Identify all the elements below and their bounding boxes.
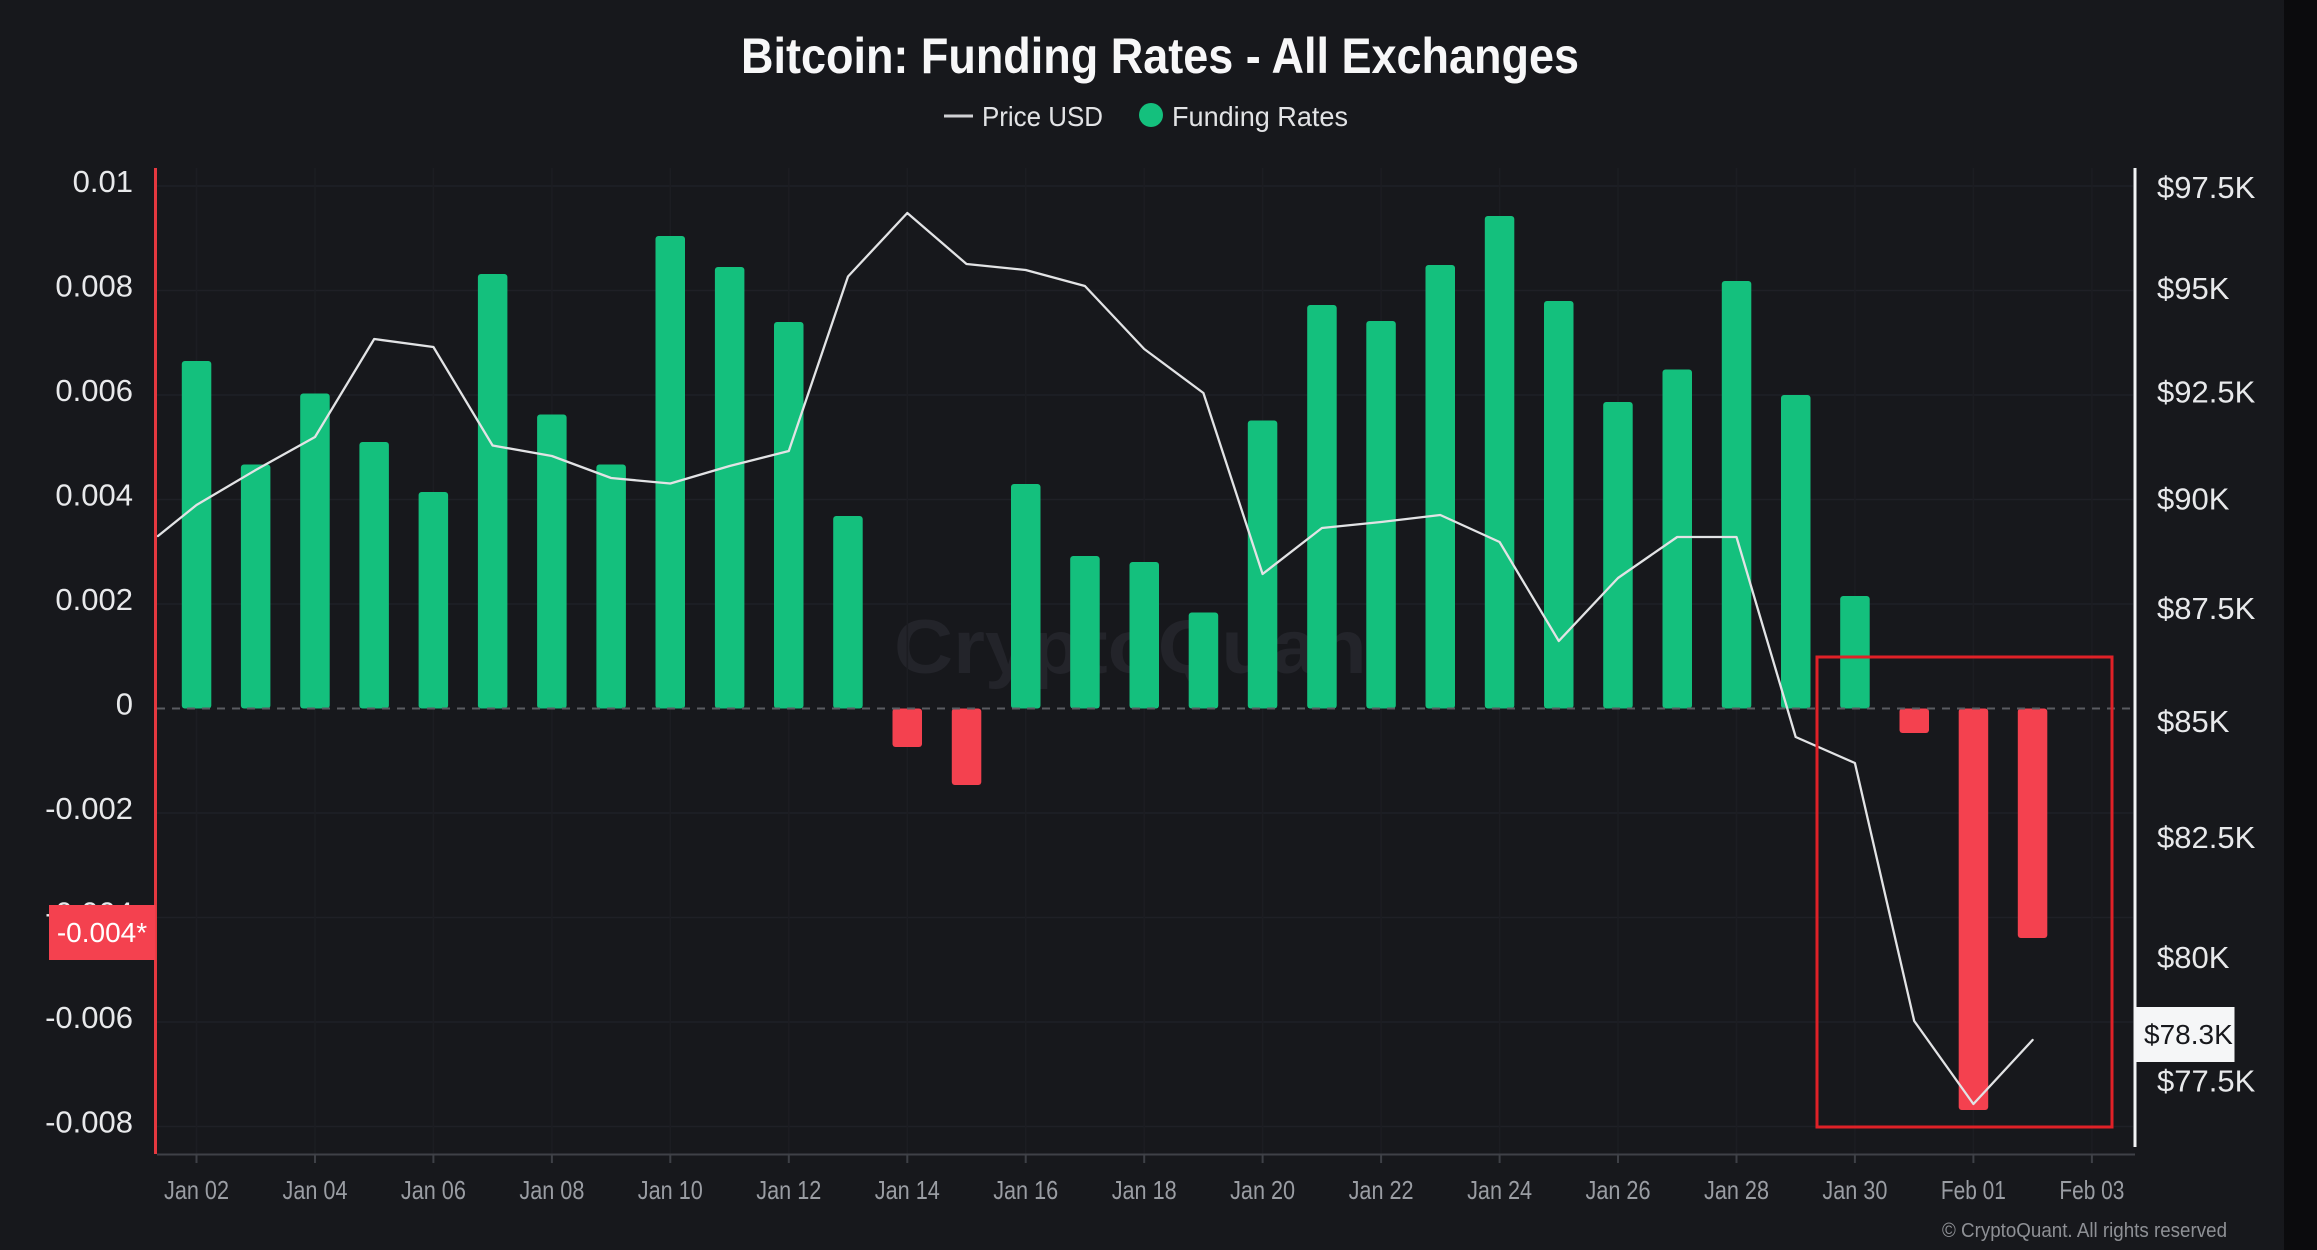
svg-text:$87.5K: $87.5K — [2157, 591, 2256, 626]
svg-text:0.006: 0.006 — [55, 373, 133, 408]
svg-text:$90K: $90K — [2157, 481, 2230, 516]
svg-text:Feb 03: Feb 03 — [2059, 1175, 2124, 1205]
svg-text:Jan 22: Jan 22 — [1349, 1175, 1414, 1205]
svg-text:Jan 12: Jan 12 — [756, 1175, 821, 1205]
svg-text:-0.004*: -0.004* — [57, 917, 147, 948]
svg-text:0.004: 0.004 — [55, 478, 133, 513]
svg-text:0.01: 0.01 — [73, 164, 133, 199]
svg-text:© CryptoQuant. All rights rese: © CryptoQuant. All rights reserved — [1942, 1220, 2227, 1242]
svg-text:$78.3K: $78.3K — [2144, 1019, 2233, 1050]
svg-text:$82.5K: $82.5K — [2157, 820, 2256, 855]
svg-text:Jan 02: Jan 02 — [164, 1175, 229, 1205]
svg-text:-0.006: -0.006 — [45, 1000, 133, 1035]
svg-text:Feb 01: Feb 01 — [1941, 1175, 2006, 1205]
svg-text:Jan 08: Jan 08 — [519, 1175, 584, 1205]
svg-text:-0.008: -0.008 — [45, 1105, 133, 1140]
svg-text:0: 0 — [116, 687, 133, 722]
svg-text:Jan 28: Jan 28 — [1704, 1175, 1769, 1205]
svg-text:Bitcoin: Funding Rates - All E: Bitcoin: Funding Rates - All Exchanges — [741, 28, 1579, 84]
svg-text:Price USD: Price USD — [982, 101, 1103, 132]
svg-text:$97.5K: $97.5K — [2157, 170, 2256, 205]
svg-text:$92.5K: $92.5K — [2157, 375, 2256, 410]
svg-text:-0.002: -0.002 — [45, 791, 133, 826]
svg-text:$95K: $95K — [2157, 271, 2230, 306]
svg-text:0.008: 0.008 — [55, 269, 133, 304]
svg-text:Jan 16: Jan 16 — [993, 1175, 1058, 1205]
svg-text:Jan 26: Jan 26 — [1586, 1175, 1651, 1205]
svg-text:$80K: $80K — [2157, 940, 2230, 975]
svg-text:$77.5K: $77.5K — [2157, 1064, 2256, 1099]
svg-text:Jan 20: Jan 20 — [1230, 1175, 1295, 1205]
svg-text:Jan 30: Jan 30 — [1822, 1175, 1887, 1205]
svg-text:Jan 04: Jan 04 — [283, 1175, 348, 1205]
svg-text:Jan 14: Jan 14 — [875, 1175, 940, 1205]
svg-text:Funding Rates: Funding Rates — [1172, 101, 1348, 132]
svg-text:0.002: 0.002 — [55, 582, 133, 617]
svg-text:Jan 10: Jan 10 — [638, 1175, 703, 1205]
svg-text:Jan 18: Jan 18 — [1112, 1175, 1177, 1205]
svg-text:$85K: $85K — [2157, 704, 2230, 739]
svg-text:Jan 24: Jan 24 — [1467, 1175, 1532, 1205]
svg-text:Jan 06: Jan 06 — [401, 1175, 466, 1205]
